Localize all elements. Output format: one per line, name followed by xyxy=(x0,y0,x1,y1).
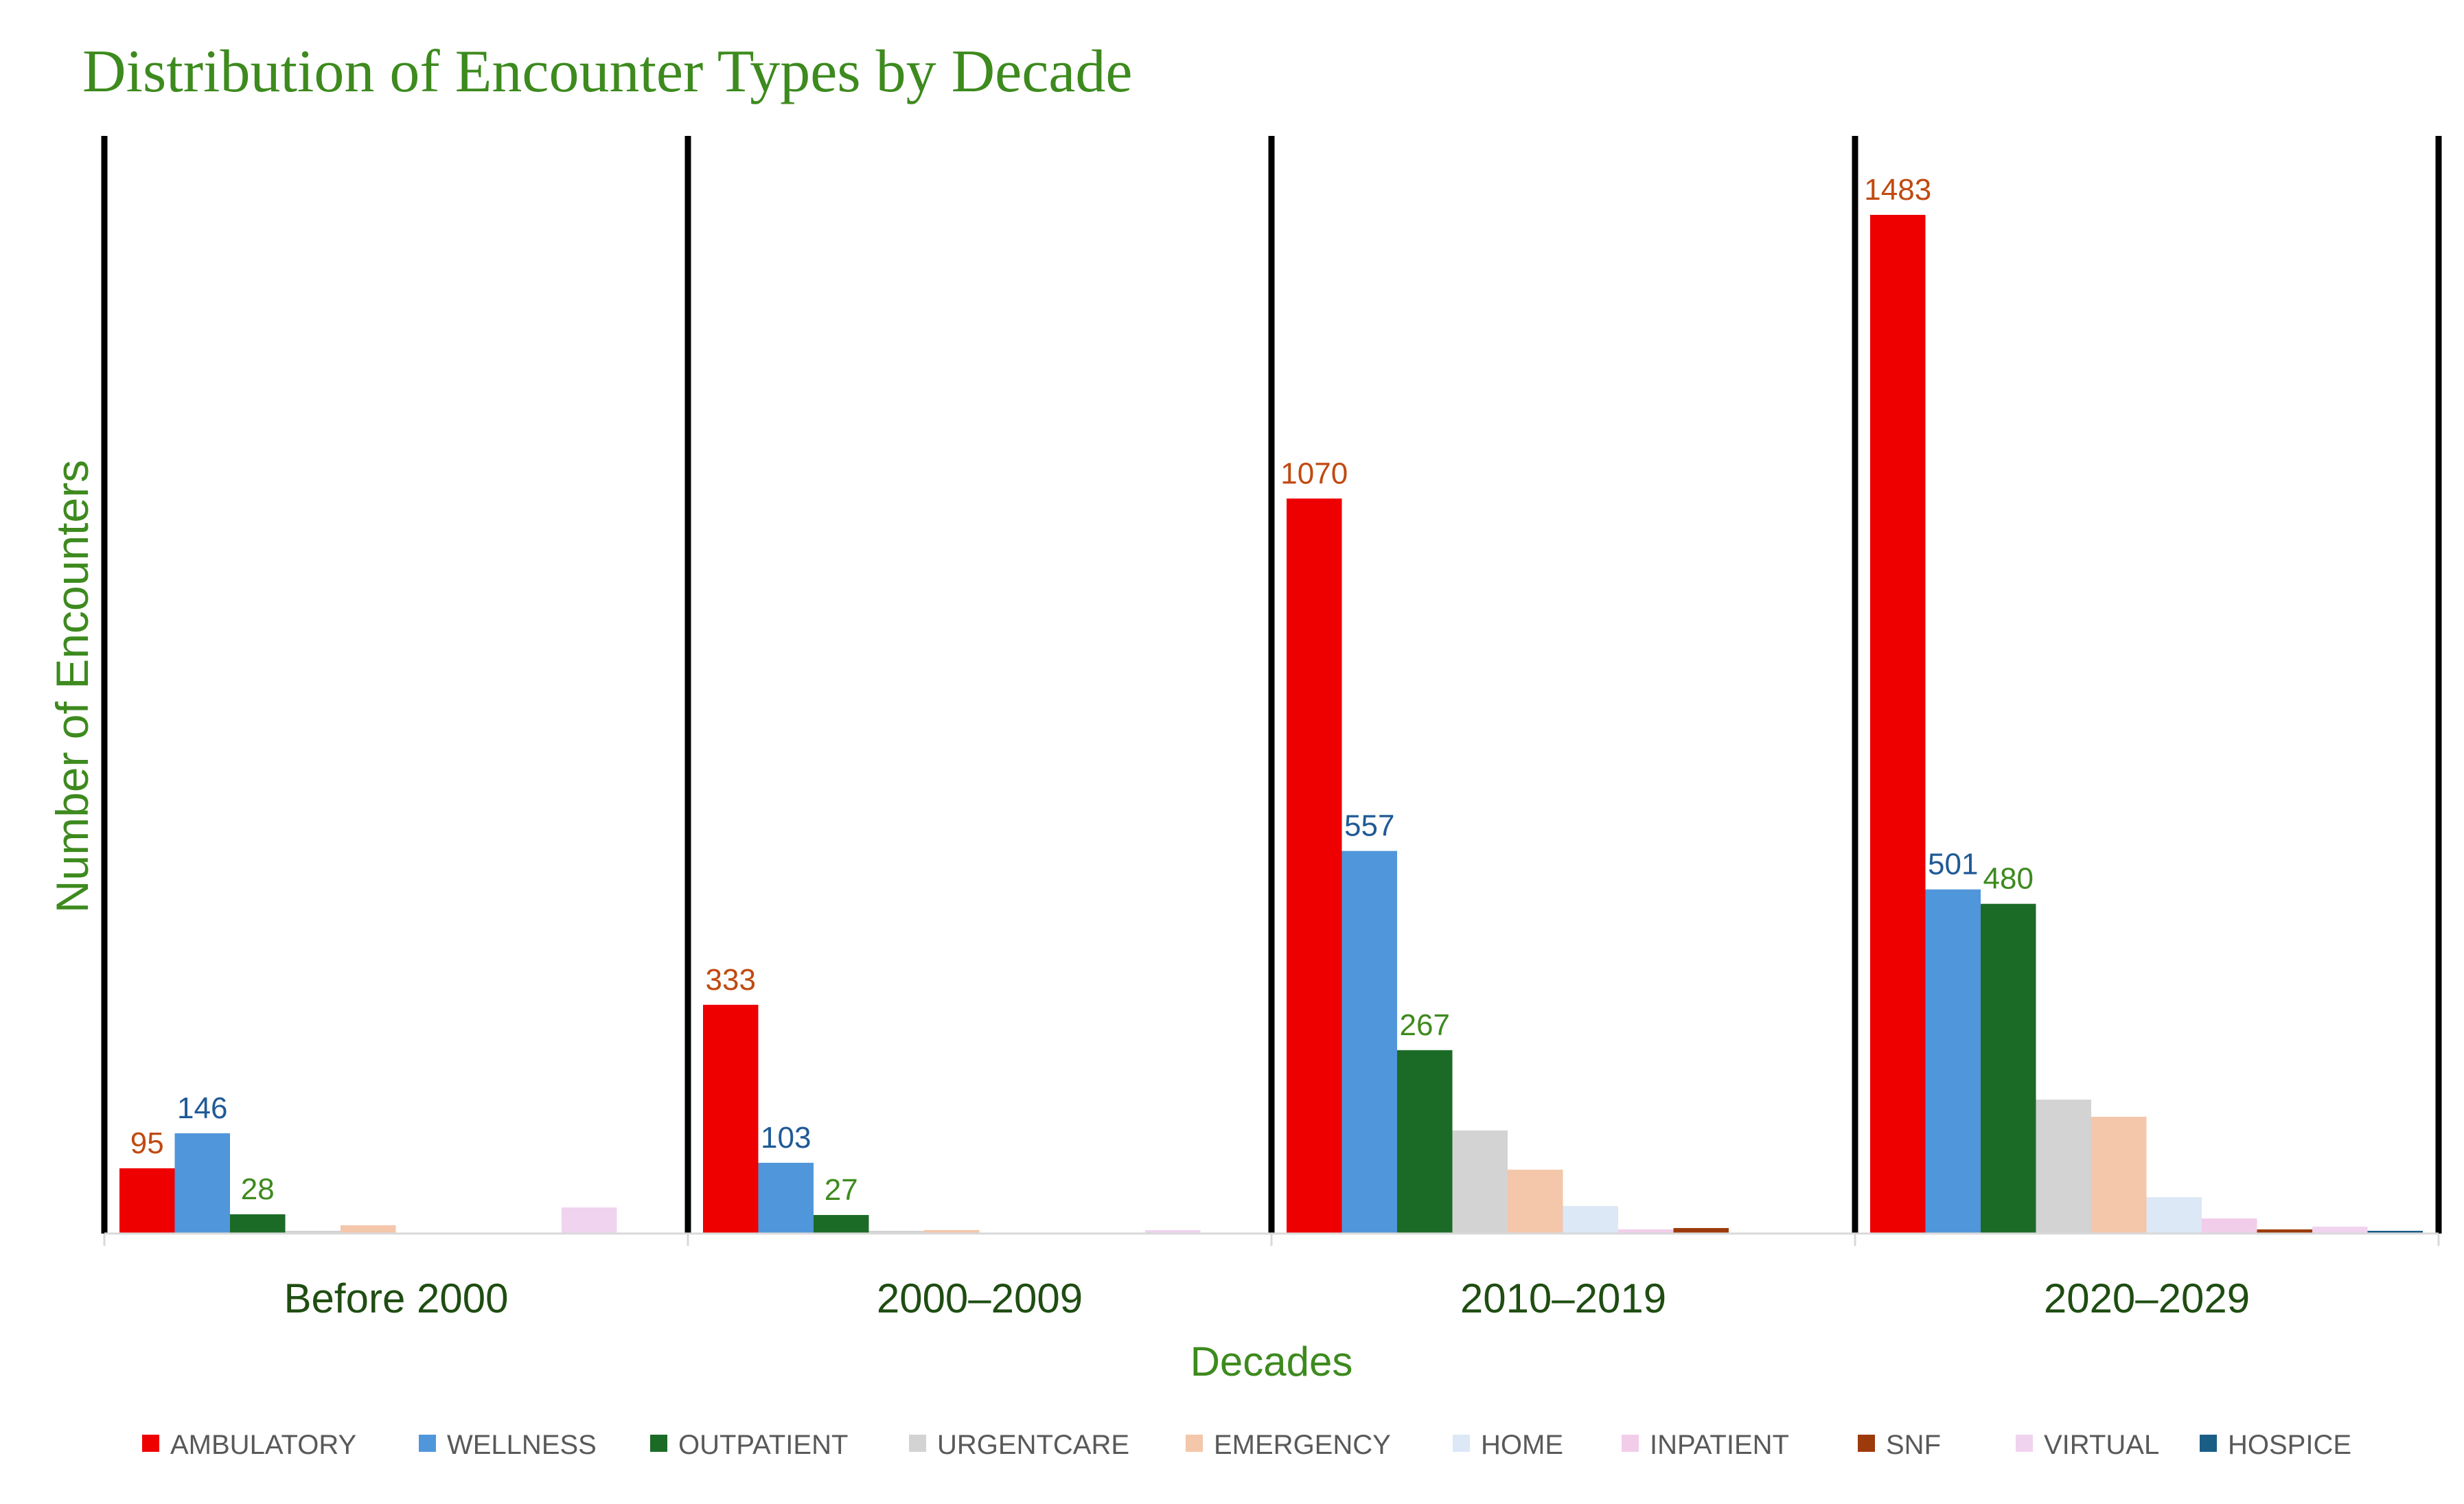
bar-urgentcare-3 xyxy=(2036,1099,2091,1234)
bar-home-2 xyxy=(1563,1205,1618,1234)
legend-label-emergency: EMERGENCY xyxy=(1214,1430,1391,1460)
legend-label-snf: SNF xyxy=(1886,1430,1941,1460)
data-label-ambulatory-2: 1070 xyxy=(1280,456,1348,490)
y-axis-label: Number of Encounters xyxy=(47,460,97,913)
category-label-3: 2020–2029 xyxy=(2044,1275,2250,1321)
data-label-wellness-0: 146 xyxy=(177,1091,227,1125)
bar-ambulatory-3 xyxy=(1870,215,1926,1234)
bar-inpatient-2 xyxy=(1618,1229,1674,1234)
bar-emergency-2 xyxy=(1508,1169,1563,1234)
bars-layer xyxy=(119,215,2423,1234)
legend-swatch-virtual xyxy=(2016,1435,2033,1452)
bar-outpatient-1 xyxy=(814,1214,869,1234)
data-label-outpatient-2: 267 xyxy=(1400,1008,1450,1042)
legend-swatch-urgentcare xyxy=(909,1435,926,1452)
legend-label-outpatient: OUTPATIENT xyxy=(678,1430,848,1460)
bar-ambulatory-1 xyxy=(703,1004,759,1234)
bar-wellness-1 xyxy=(758,1162,814,1234)
legend-swatch-home xyxy=(1453,1435,1470,1452)
bar-urgentcare-1 xyxy=(868,1231,924,1234)
x-axis-ticks xyxy=(103,1234,2440,1246)
chart-title: Distribution of Encounter Types by Decad… xyxy=(82,38,1132,105)
data-labels-layer: 95 146 28 333 103 27 1070 557 267 1483 501 480 xyxy=(130,173,2034,1207)
data-label-outpatient-0: 28 xyxy=(241,1172,275,1206)
legend: AMBULATORY WELLNESS OUTPATIENT URGENTCARE EM… xyxy=(142,1430,2351,1460)
panel-dividers xyxy=(101,136,2442,1234)
bar-outpatient-2 xyxy=(1397,1050,1453,1234)
bar-virtual-1 xyxy=(1145,1229,1201,1234)
legend-label-hospice: HOSPICE xyxy=(2228,1430,2351,1460)
legend-label-inpatient: INPATIENT xyxy=(1650,1430,1789,1460)
legend-label-urgentcare: URGENTCARE xyxy=(937,1430,1129,1460)
bar-snf-2 xyxy=(1673,1227,1729,1234)
category-labels: Before 2000 2000–2009 2010–2019 2020–2029 xyxy=(284,1275,2250,1321)
bar-virtual-3 xyxy=(2312,1226,2368,1234)
bar-emergency-3 xyxy=(2091,1116,2147,1234)
data-label-wellness-2: 557 xyxy=(1344,809,1394,843)
data-label-wellness-3: 501 xyxy=(1928,848,1978,881)
legend-label-home: HOME xyxy=(1481,1430,1563,1460)
legend-swatch-emergency xyxy=(1186,1435,1203,1452)
bar-virtual-0 xyxy=(562,1207,617,1234)
bar-outpatient-0 xyxy=(230,1214,286,1234)
data-label-outpatient-1: 27 xyxy=(825,1173,858,1207)
bar-wellness-2 xyxy=(1342,851,1397,1234)
bar-outpatient-3 xyxy=(1981,903,2036,1234)
legend-label-wellness: WELLNESS xyxy=(447,1430,597,1460)
legend-swatch-ambulatory xyxy=(142,1435,159,1452)
bar-ambulatory-0 xyxy=(119,1168,175,1234)
data-label-ambulatory-0: 95 xyxy=(130,1126,164,1160)
legend-swatch-snf xyxy=(1858,1435,1875,1452)
bar-urgentcare-0 xyxy=(285,1231,341,1234)
bar-ambulatory-2 xyxy=(1287,498,1342,1234)
data-label-ambulatory-3: 1483 xyxy=(1864,173,1931,207)
legend-swatch-outpatient xyxy=(650,1435,667,1452)
legend-swatch-wellness xyxy=(419,1435,436,1452)
bar-emergency-1 xyxy=(924,1229,980,1234)
bar-emergency-0 xyxy=(341,1225,396,1234)
legend-label-ambulatory: AMBULATORY xyxy=(170,1430,356,1460)
legend-swatch-hospice xyxy=(2200,1435,2217,1452)
data-label-ambulatory-1: 333 xyxy=(706,963,756,997)
legend-swatch-inpatient xyxy=(1622,1435,1639,1452)
bar-inpatient-3 xyxy=(2202,1218,2257,1234)
bar-wellness-3 xyxy=(1925,889,1981,1234)
data-label-outpatient-3: 480 xyxy=(1983,862,2034,896)
data-label-wellness-1: 103 xyxy=(761,1121,811,1155)
category-label-0: Before 2000 xyxy=(284,1275,509,1321)
bar-snf-3 xyxy=(2257,1229,2312,1234)
category-label-2: 2010–2019 xyxy=(1460,1275,1666,1321)
bar-urgentcare-2 xyxy=(1452,1130,1508,1234)
legend-label-virtual: VIRTUAL xyxy=(2044,1430,2159,1460)
bar-wellness-0 xyxy=(174,1133,230,1234)
category-label-1: 2000–2009 xyxy=(877,1275,1083,1321)
x-axis-label: Decades xyxy=(1190,1339,1353,1385)
bar-hospice-3 xyxy=(2367,1231,2423,1234)
bar-home-3 xyxy=(2146,1196,2202,1234)
